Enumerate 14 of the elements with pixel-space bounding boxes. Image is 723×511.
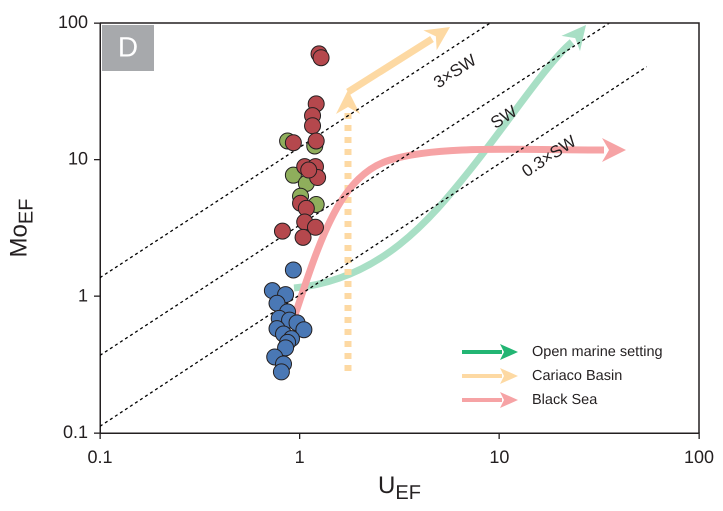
y-tick-label: 10 <box>68 148 88 169</box>
x-tick-label: 1 <box>294 446 305 467</box>
annotation: Cariaco Basin <box>532 368 622 384</box>
y-tick-label: 100 <box>58 12 88 32</box>
annotation: Black Sea <box>532 392 598 408</box>
annotation: D <box>118 32 138 63</box>
x-tick-label: 0.1 <box>87 446 113 467</box>
x-axis-title: U$_{EF}$ <box>377 472 422 505</box>
y-tick-label: 0.1 <box>62 422 88 442</box>
x-tick-label: 100 <box>684 446 714 467</box>
text: SW <box>487 102 521 133</box>
y-tick-label: 1 <box>78 285 88 306</box>
annotation: Open marine setting <box>532 344 663 360</box>
x-tick-label: 10 <box>489 446 510 467</box>
